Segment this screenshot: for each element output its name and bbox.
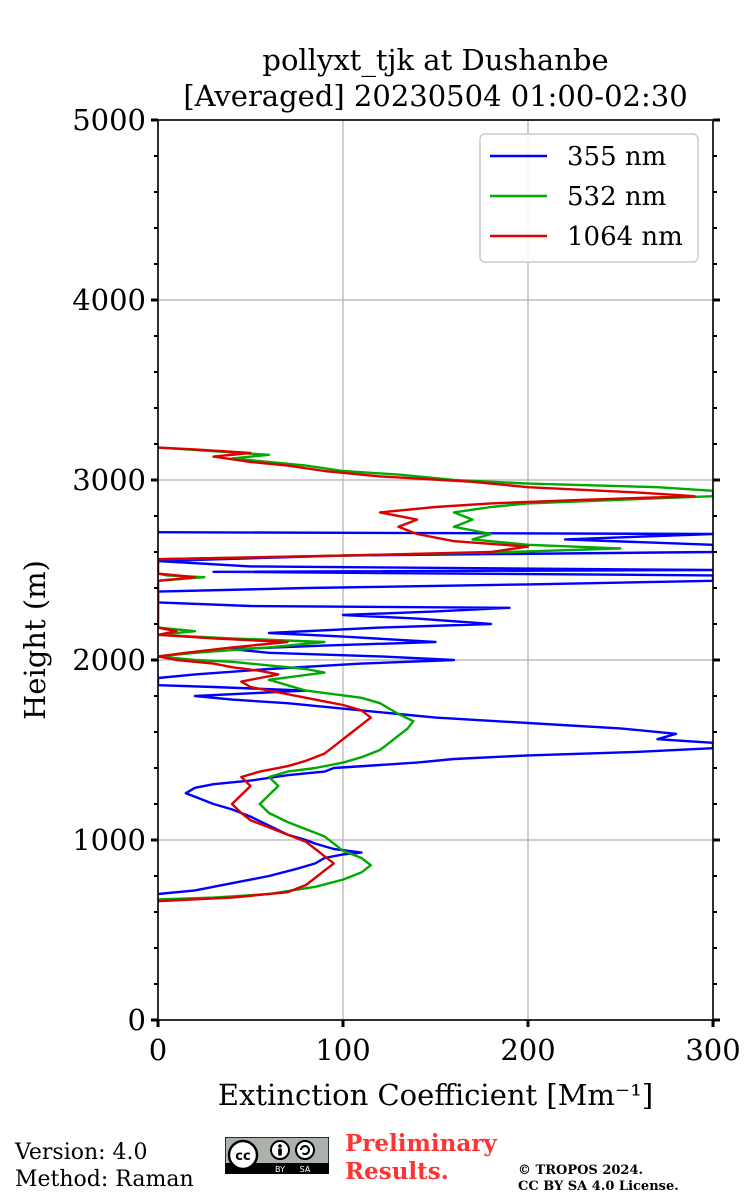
by-label: BY [275, 1165, 285, 1174]
series-line-0 [158, 531, 713, 896]
x-tick-label: 0 [149, 1033, 167, 1067]
legend-label-2: 1064 nm [567, 222, 683, 252]
method-label: Method: Raman [15, 1167, 194, 1192]
x-axis-label: Extinction Coefficient [Mm⁻¹] [218, 1078, 653, 1112]
y-tick-label: 3000 [72, 463, 146, 497]
legend-label-1: 532 nm [567, 182, 666, 212]
x-tick-label: 100 [315, 1033, 370, 1067]
series-line-2 [158, 446, 696, 903]
x-tick-label: 300 [685, 1033, 740, 1067]
copyright-notice: © TROPOS 2024. CC BY SA 4.0 License. [518, 1163, 679, 1195]
chart-subtitle: [Averaged] 20230504 01:00-02:30 [183, 79, 688, 113]
y-tick-label: 2000 [72, 643, 146, 677]
version-label: Version: 4.0 [15, 1140, 148, 1165]
legend-label-0: 355 nm [567, 142, 666, 172]
x-tick-label: 200 [500, 1033, 555, 1067]
preliminary-notice: Preliminary Results. [345, 1130, 497, 1186]
copyright-line-2: CC BY SA 4.0 License. [518, 1179, 679, 1194]
y-tick-label: 0 [128, 1003, 146, 1037]
y-tick-label: 1000 [72, 823, 146, 857]
cc-icon-text: cc [235, 1149, 250, 1164]
cc-license-badge: cc BY SA [225, 1137, 329, 1174]
preliminary-line-1: Preliminary [345, 1130, 497, 1157]
extinction-chart: 0 1000 2000 3000 4000 5000 0 100 200 300 Extinctio… [18, 103, 741, 1112]
y-tick-label: 5000 [72, 103, 146, 137]
copyright-line-1: © TROPOS 2024. [518, 1163, 644, 1178]
y-tick-label: 4000 [72, 283, 146, 317]
plot-frame [157, 119, 714, 1021]
preliminary-line-2: Results. [345, 1158, 449, 1185]
y-axis-label: Height (m) [18, 560, 52, 720]
series-line-1 [158, 446, 713, 901]
sa-label: SA [300, 1165, 311, 1174]
sa-icon [295, 1140, 315, 1160]
chart-title: pollyxt_tjk at Dushanbe [262, 43, 609, 77]
legend-box [479, 133, 699, 263]
cc-icon [227, 1139, 259, 1171]
